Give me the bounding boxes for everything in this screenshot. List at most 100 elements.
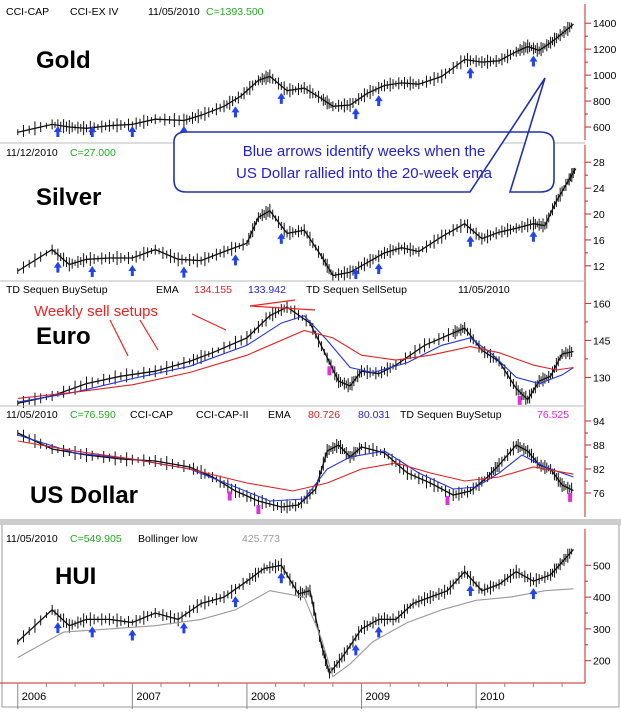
header-text: C=549.905 (70, 533, 122, 545)
up-arrow-icon (529, 588, 538, 600)
y-tick-label: 88 (593, 440, 605, 452)
panel-hui: 200 300 400 500 11/05/2010 C=549.905 Bollinger… (6, 529, 611, 683)
header-text: 11/05/2010 (6, 533, 58, 545)
y-tick-label: 160 (593, 298, 611, 310)
header-text: C=76.590 (70, 409, 116, 421)
up-arrow-icon (374, 95, 383, 107)
panel-euro: 130 145 160 TD Sequen BuySetup EMA 134.155 133… (6, 282, 611, 409)
header-text: 76.525 (537, 409, 569, 421)
up-arrow-icon (529, 55, 538, 67)
up-arrow-icon (53, 622, 62, 634)
header-text: TD Sequen BuySetup (400, 409, 502, 421)
up-arrow-icon (374, 626, 383, 638)
up-arrow-icon (88, 626, 97, 638)
y-tick-label: 1000 (593, 70, 617, 82)
annotation-pointer (191, 313, 227, 331)
up-arrow-icon (277, 572, 286, 584)
up-arrow-icon (277, 232, 286, 244)
header-text: CCI-EX IV (70, 6, 118, 18)
y-tick-label: 12 (593, 261, 605, 273)
callout-shape (173, 77, 555, 193)
annotation-pointer (109, 319, 129, 357)
setup-mark (256, 505, 261, 514)
up-arrow-icon (351, 268, 360, 279)
callout-text-line: Blue arrows identify weeks when the (243, 143, 486, 160)
y-tick-label: 1400 (593, 18, 617, 30)
panel-us-dollar: 76 82 88 94 11/05/2010 C=76.590 CCI-CAP CCI-CAP… (6, 407, 605, 517)
up-arrow-icon (466, 585, 475, 596)
header-text: 11/05/2010 (458, 284, 510, 296)
series-line (17, 440, 574, 492)
y-tick-label: 145 (593, 335, 611, 347)
setup-mark (568, 492, 573, 502)
setup-mark (327, 366, 332, 376)
header-text: 425.773 (242, 533, 280, 545)
x-tick-label: 2010 (480, 691, 504, 703)
y-tick-label: 76 (593, 488, 605, 500)
up-arrow-icon (179, 266, 188, 278)
up-arrow-icon (53, 126, 62, 137)
panel-title: Euro (36, 323, 91, 350)
up-arrow-icon (374, 263, 383, 275)
y-tick-label: 24 (593, 183, 605, 195)
setup-mark (227, 491, 232, 501)
up-arrow-icon (128, 126, 137, 137)
header-text: TD Sequen BuySetup (6, 284, 108, 296)
y-tick-label: 600 (593, 122, 611, 134)
y-tick-label: 20 (593, 209, 605, 221)
callout-bubble: Blue arrows identify weeks when the US Do… (173, 77, 555, 193)
header-text: Bollinger low (138, 533, 198, 545)
panel-gold: 600 800 1000 1200 1400 CCI-CAP CCI-EX IV 11/05/… (6, 4, 617, 140)
up-arrow-icon (128, 265, 137, 277)
y-tick-label: 400 (593, 592, 611, 604)
series-line (17, 588, 574, 678)
x-tick-label: 2008 (251, 691, 275, 703)
header-text: 80.726 (308, 409, 340, 421)
overlay-group: 2006 2007 2008 2009 2010 Blue arrows identify… (0, 77, 585, 709)
up-arrow-icon (277, 92, 286, 104)
header-text: C=1393.500 (206, 6, 264, 18)
header-text: C=27.000 (70, 147, 116, 159)
x-tick-label: 2006 (22, 691, 46, 703)
up-arrow-icon (466, 235, 475, 247)
up-arrow-icon (88, 126, 97, 137)
header-text: 11/05/2010 (6, 409, 58, 421)
x-tick-label: 2007 (136, 691, 160, 703)
annotation-text: Weekly sell setups (34, 303, 158, 320)
header-text: CCI-CAP-II (196, 409, 249, 421)
annotation-pointer (249, 299, 296, 307)
panel-title: US Dollar (30, 482, 138, 509)
x-tick-label: 2009 (366, 691, 390, 703)
series-line (17, 329, 574, 399)
up-arrow-icon (231, 596, 240, 608)
setup-mark (445, 496, 450, 505)
y-tick-label: 130 (593, 372, 611, 384)
series-line (17, 315, 574, 403)
header-text: EMA (268, 409, 291, 421)
y-tick-label: 200 (593, 656, 611, 668)
y-tick-label: 16 (593, 235, 605, 247)
up-arrow-icon (231, 106, 240, 118)
panel-title: Gold (36, 47, 91, 74)
annotation-pointer (139, 319, 159, 351)
up-arrow-icon (231, 254, 240, 266)
header-text: 80.031 (358, 409, 390, 421)
setup-mark (517, 395, 522, 405)
up-arrow-icon (529, 230, 538, 242)
header-text: EMA (156, 284, 179, 296)
up-arrow-icon (128, 629, 137, 641)
header-text: 11/12/2010 (6, 147, 58, 159)
up-arrow-icon (351, 108, 360, 120)
header-text: 134.155 (194, 284, 232, 296)
annotation-pointer (249, 305, 316, 311)
y-tick-label: 94 (593, 416, 605, 428)
up-arrow-icon (88, 266, 97, 278)
header-text: CCI-CAP (6, 6, 49, 18)
callout-text-line: US Dollar rallied into the 20-week ema (236, 165, 493, 182)
y-tick-label: 800 (593, 96, 611, 108)
y-tick-label: 300 (593, 624, 611, 636)
panel-title: Silver (36, 184, 101, 211)
panel-silver: 12 16 20 24 28 11/12/2010 C=27.000 Silver (6, 145, 605, 282)
